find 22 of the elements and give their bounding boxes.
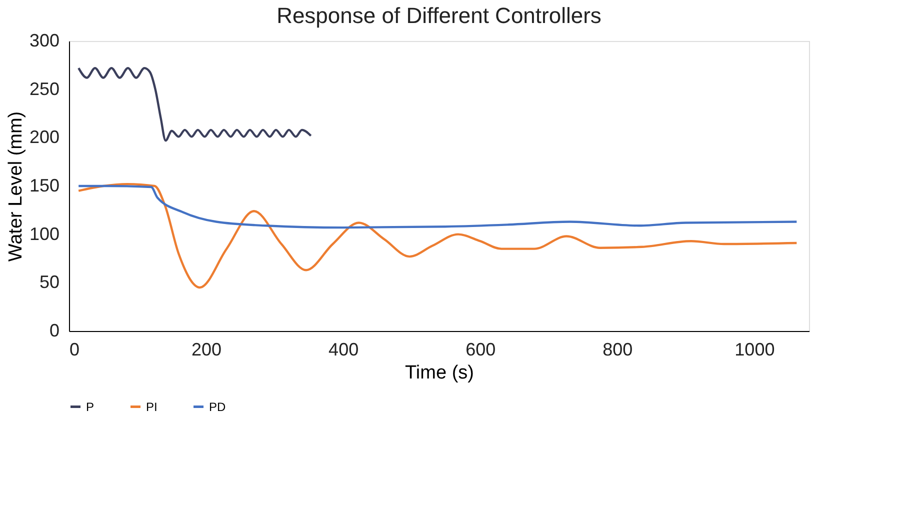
- y-tick-label: 50: [39, 272, 60, 292]
- legend-label: PI: [146, 400, 158, 414]
- legend-label: P: [86, 400, 94, 414]
- line-series: [77, 184, 798, 229]
- y-tick-label: 150: [29, 176, 60, 196]
- y-tick-label: 100: [29, 224, 60, 244]
- line-series: [77, 182, 798, 289]
- y-axis-title: Water Level (mm): [5, 111, 26, 262]
- x-tick-label: 400: [328, 340, 359, 360]
- x-tick-label: 1000: [734, 340, 775, 360]
- x-axis-title: Time (s): [405, 362, 474, 384]
- x-tick-label: 0: [70, 340, 80, 360]
- y-tick-label: 200: [29, 127, 60, 148]
- line-series: [77, 66, 312, 142]
- x-tick-label: 200: [192, 340, 222, 360]
- x-tick-label: 600: [466, 340, 496, 360]
- x-tick-label: 800: [602, 340, 633, 360]
- chart-title: Response of Different Controllers: [276, 3, 602, 28]
- y-tick-label: 300: [29, 30, 60, 50]
- y-tick-label: 250: [29, 78, 60, 99]
- legend-label: PD: [209, 400, 226, 414]
- y-tick-label: 0: [49, 320, 60, 340]
